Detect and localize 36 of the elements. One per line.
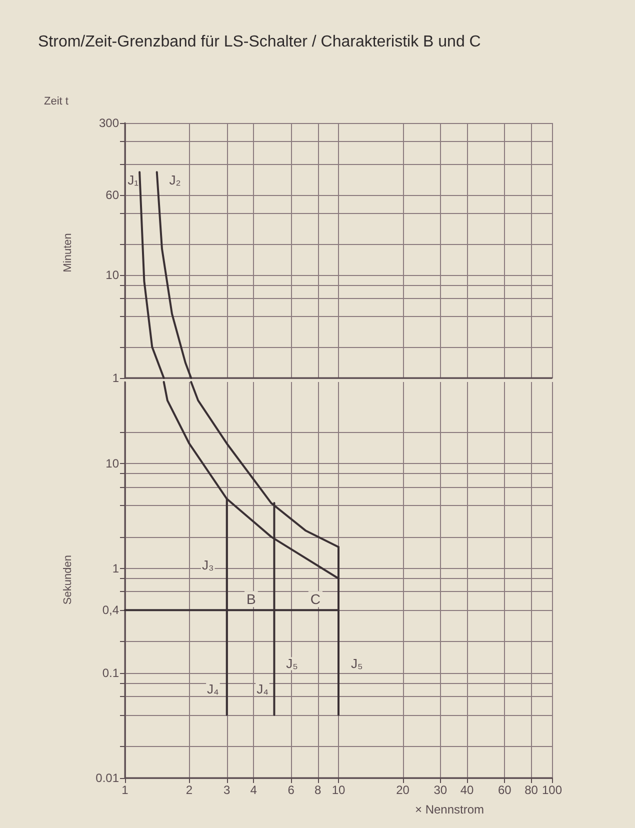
x-tick-label: 10 bbox=[332, 783, 346, 798]
y-tick-label: 0.1 bbox=[102, 666, 120, 681]
y-tick-label: 300 bbox=[98, 116, 120, 130]
x-tick-label: 2 bbox=[186, 783, 193, 798]
annotation: J₁ bbox=[128, 172, 140, 188]
text: Sekunden bbox=[62, 555, 74, 605]
x-tick-label: 40 bbox=[460, 783, 474, 798]
annotation: J₃ bbox=[202, 558, 214, 574]
annotation: C bbox=[310, 591, 321, 608]
x-tick-label: 100 bbox=[542, 783, 562, 798]
y-tick-label: 10 bbox=[106, 456, 120, 471]
x-tick-label: 6 bbox=[288, 783, 295, 798]
x-tick-label: 3 bbox=[224, 783, 231, 798]
annotation: J₄ bbox=[256, 682, 268, 697]
x-tick-label: 30 bbox=[434, 783, 448, 798]
x-tick-label: 20 bbox=[396, 783, 410, 798]
x-tick-label: 8 bbox=[314, 783, 322, 798]
y-axis-title: Zeit t bbox=[44, 96, 68, 108]
y-tick-label: 1 bbox=[112, 371, 120, 385]
y-tick-label: 0,4 bbox=[102, 603, 120, 618]
annotation: J₄ bbox=[207, 682, 219, 697]
y-tick-label: 10 bbox=[106, 268, 120, 282]
annotation: J₂ bbox=[169, 172, 181, 188]
x-tick-label: 80 bbox=[524, 783, 538, 798]
y-tick-label: 1 bbox=[112, 562, 120, 576]
x-tick-label: 60 bbox=[498, 783, 512, 798]
chart-title: Strom/Zeit-Grenzband für LS-Schalter / Charakteristik B und C bbox=[38, 34, 481, 50]
annotation: J₅ bbox=[286, 656, 298, 672]
x-tick-label: 1 bbox=[122, 783, 129, 798]
annotation: J₅ bbox=[350, 656, 363, 672]
annotation: B bbox=[246, 591, 256, 608]
x-axis-title: × Nennstrom bbox=[415, 802, 484, 817]
y-tick-label: 0.01 bbox=[96, 771, 120, 786]
x-tick-label: 4 bbox=[250, 783, 258, 798]
y-tick-label: 60 bbox=[106, 188, 120, 202]
text: Minuten bbox=[62, 233, 74, 272]
